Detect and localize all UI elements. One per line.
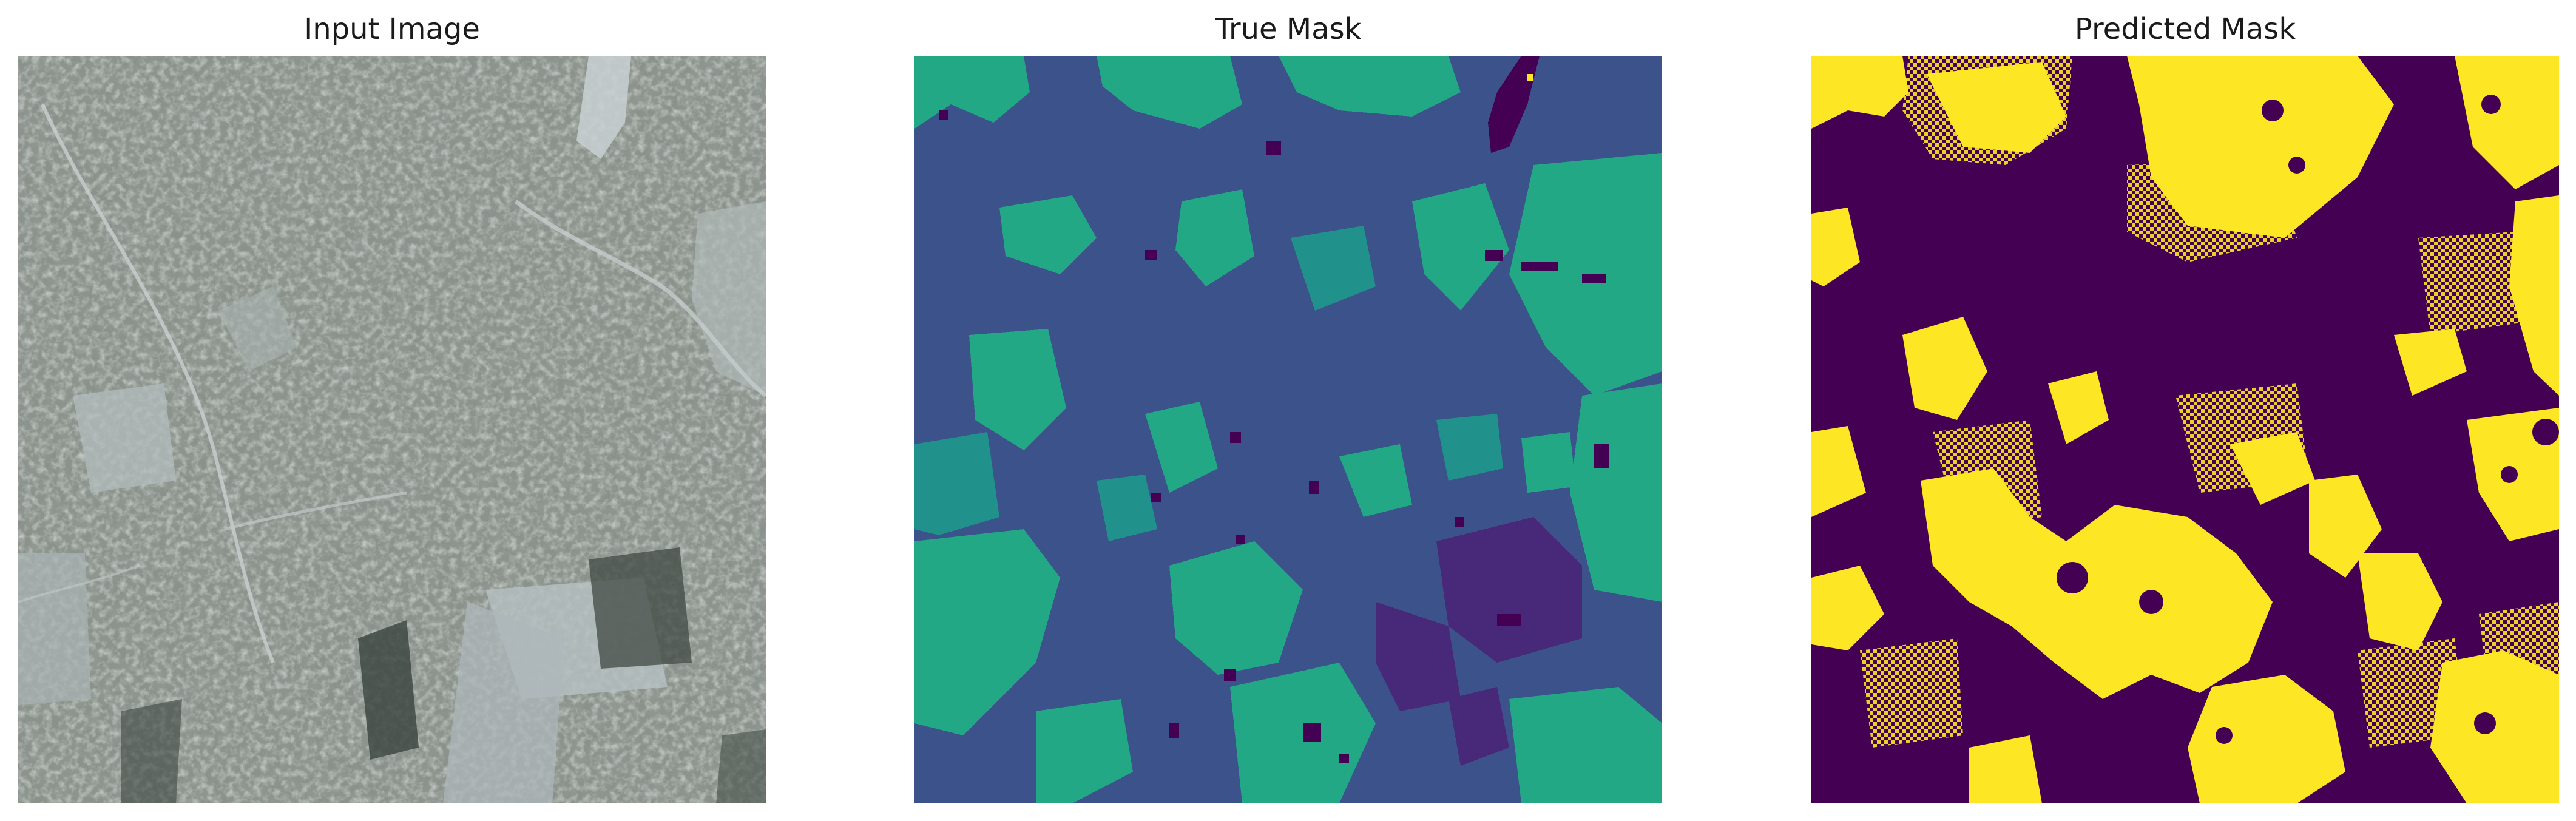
predicted-mask <box>1811 56 2559 803</box>
input-image-title: Input Image <box>304 12 480 46</box>
true-mask <box>914 56 1662 803</box>
predicted-mask-title: Predicted Mask <box>2074 12 2296 46</box>
true-mask-panel <box>914 56 1662 803</box>
predicted-mask-panel <box>1811 56 2559 803</box>
input-image-panel <box>18 56 766 803</box>
true-mask-title: True Mask <box>1215 12 1362 46</box>
input-image <box>18 56 766 803</box>
